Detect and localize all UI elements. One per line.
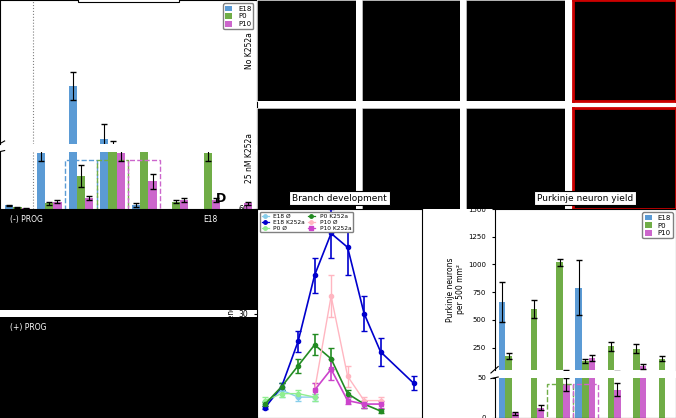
Bar: [37, 153, 45, 209]
Bar: [243, 190, 251, 191]
Bar: [531, 0, 537, 418]
Text: (+) PROG: (+) PROG: [10, 323, 47, 331]
Bar: [53, 201, 62, 209]
Bar: [582, 361, 589, 375]
Title: Purkinje neuron yield: Purkinje neuron yield: [537, 194, 633, 203]
Bar: [45, 190, 53, 191]
X-axis label: Support layer days $\it{in\ vitro}$: Support layer days $\it{in\ vitro}$: [72, 236, 185, 249]
Bar: [556, 262, 563, 375]
Bar: [499, 0, 505, 418]
Bar: [531, 309, 537, 375]
Bar: [608, 347, 614, 375]
Bar: [68, 0, 77, 209]
Bar: [180, 189, 189, 191]
Bar: [589, 358, 596, 375]
Bar: [505, 356, 512, 375]
Bar: [575, 0, 582, 418]
Y-axis label: Purkinje neurons
per 500 mm²: Purkinje neurons per 500 mm²: [446, 257, 466, 321]
Legend: E18, P0, P10: E18, P0, P10: [223, 3, 254, 29]
Bar: [172, 189, 180, 191]
Bar: [589, 293, 596, 418]
Bar: [658, 298, 665, 418]
Bar: [582, 314, 589, 418]
Bar: [117, 153, 125, 209]
Legend: E18 Ø, E18 K252a, P0 Ø, P0 K252a, P10 Ø, P10 K252a: E18 Ø, E18 K252a, P0 Ø, P0 K252a, P10 Ø,…: [260, 212, 353, 232]
Bar: [85, 198, 93, 209]
Bar: [658, 359, 665, 375]
Bar: [203, 153, 212, 209]
Bar: [68, 86, 77, 191]
Text: E: E: [443, 193, 452, 206]
Text: E18: E18: [203, 215, 218, 224]
Bar: [77, 183, 85, 191]
Text: D: D: [216, 192, 226, 205]
Bar: [140, 161, 149, 191]
Y-axis label: 25 nM K252a: 25 nM K252a: [245, 133, 254, 183]
Bar: [100, 5, 108, 209]
Bar: [14, 207, 22, 209]
Bar: [108, 31, 117, 209]
Bar: [499, 302, 505, 375]
Text: (-) PROG: (-) PROG: [10, 215, 43, 224]
Bar: [149, 181, 157, 209]
Bar: [575, 288, 582, 375]
Bar: [537, 374, 544, 375]
Bar: [608, 209, 614, 418]
Bar: [172, 201, 180, 209]
Bar: [537, 408, 544, 418]
Bar: [149, 184, 157, 191]
Bar: [639, 367, 646, 375]
Bar: [180, 200, 189, 209]
Bar: [633, 349, 639, 375]
Bar: [212, 189, 220, 191]
Bar: [563, 371, 570, 375]
Bar: [633, 225, 639, 418]
Bar: [614, 372, 621, 375]
Bar: [22, 208, 30, 209]
Y-axis label: No K252a: No K252a: [245, 32, 254, 69]
Bar: [117, 177, 125, 191]
Bar: [614, 390, 621, 418]
Bar: [512, 413, 518, 418]
Bar: [505, 277, 512, 418]
Title: Branch development: Branch development: [292, 194, 387, 203]
Bar: [45, 204, 53, 209]
Bar: [108, 145, 117, 191]
Bar: [243, 204, 251, 209]
Bar: [203, 177, 212, 191]
Bar: [140, 90, 149, 209]
Bar: [563, 384, 570, 418]
Bar: [37, 177, 45, 191]
Bar: [53, 189, 62, 191]
Bar: [639, 354, 646, 418]
Y-axis label: Branch length (μm): Branch length (μm): [227, 276, 236, 351]
Bar: [132, 205, 140, 209]
Bar: [100, 139, 108, 191]
Bar: [556, 0, 563, 418]
Legend: E18, P0, P10: E18, P0, P10: [642, 212, 673, 238]
Bar: [5, 205, 14, 209]
Bar: [85, 189, 93, 191]
Bar: [77, 176, 85, 209]
Bar: [212, 200, 220, 209]
